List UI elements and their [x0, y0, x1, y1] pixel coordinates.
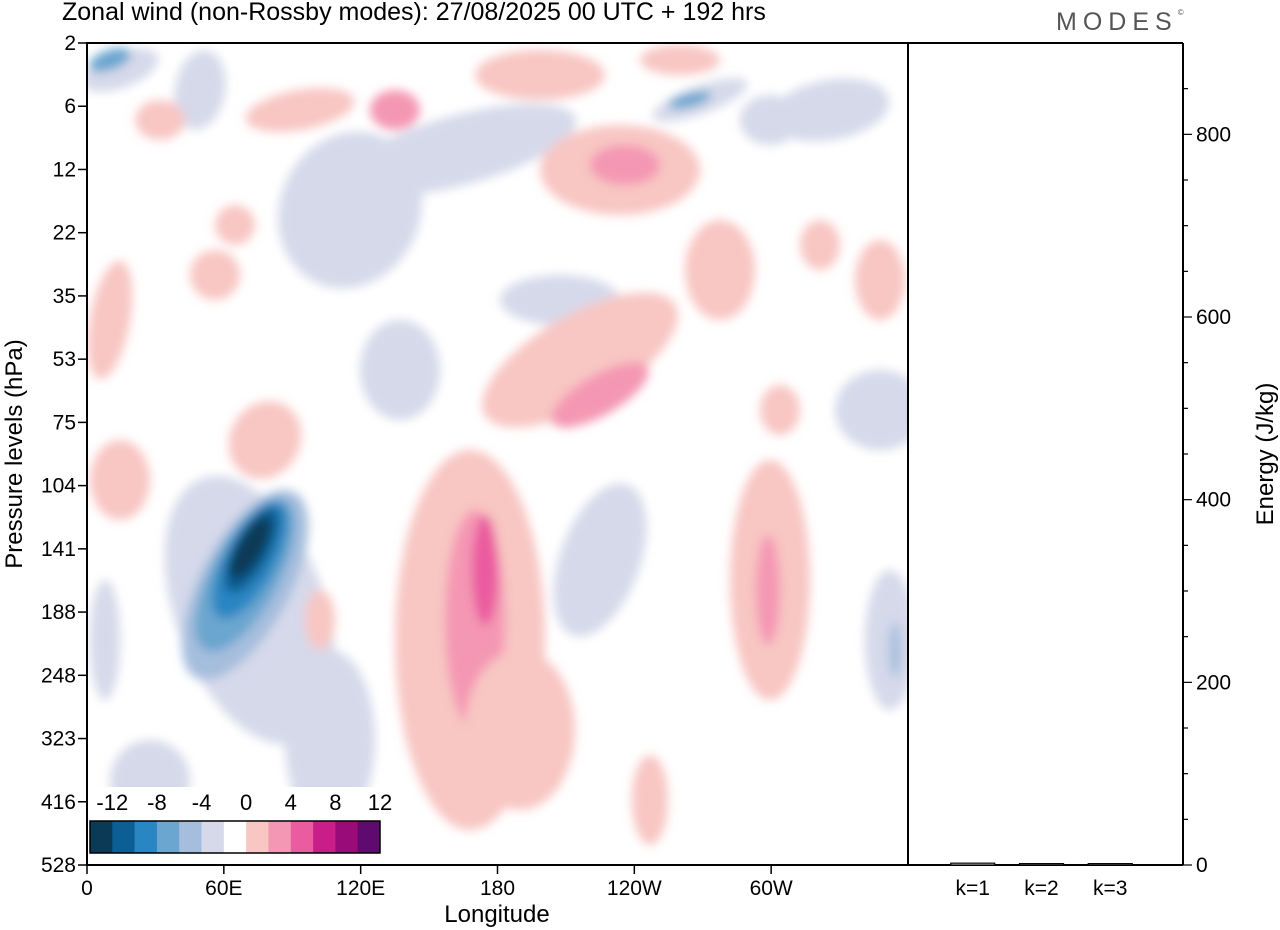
y-tick-label: 323 — [41, 728, 76, 751]
colorbar-swatch — [134, 821, 158, 853]
y-tick-label: 12 — [53, 158, 76, 181]
colorbar-swatch — [223, 821, 247, 853]
brand-mark: © — [1177, 7, 1184, 17]
zonal-wind-heatmap — [87, 45, 908, 845]
x-tick-label: 0 — [81, 877, 93, 900]
x-tick-label: 120W — [607, 877, 662, 900]
y-tick-label: 35 — [53, 285, 76, 308]
colorbar-label: 8 — [329, 790, 341, 815]
colorbar: -12 -8 -4 0 4 8 12 — [89, 787, 392, 856]
colorbar-label: 12 — [368, 790, 392, 815]
chart-title: Zonal wind (non-Rossby modes): 27/08/202… — [62, 0, 766, 26]
y-tick-label: 416 — [41, 791, 76, 814]
energy-bar-label: k=2 — [1024, 877, 1058, 900]
colorbar-label: 4 — [285, 790, 297, 815]
colorbar-label: -8 — [147, 790, 167, 815]
energy-bar-label: k=1 — [956, 877, 990, 900]
y-tick-label: 6 — [64, 95, 76, 118]
energy-axis-title: Energy (J/kg) — [1252, 383, 1279, 526]
energy-bar-k=3 — [1087, 863, 1133, 866]
y-tick-label: 248 — [41, 664, 76, 687]
x-tick-label: 180 — [480, 877, 515, 900]
energy-bar-k=2 — [1018, 863, 1065, 866]
energy-tick-label: 400 — [1196, 489, 1231, 512]
y-tick-label: 141 — [41, 538, 76, 561]
longitude-axis: 0 60E 120E 180 120W 60W — [81, 865, 793, 900]
x-tick-label: 60E — [205, 877, 242, 900]
wind-field-texture — [87, 45, 908, 845]
energy-bars: k=1 k=2 k=3 — [950, 862, 1133, 900]
colorbar-swatch — [290, 821, 314, 853]
energy-tick-label: 800 — [1196, 123, 1231, 146]
colorbar-label: 0 — [240, 790, 252, 815]
colorbar-swatch — [179, 821, 202, 853]
colorbar-frame — [89, 820, 381, 854]
y-tick-label: 188 — [41, 601, 76, 624]
y-tick-label: 2 — [64, 32, 76, 55]
x-tick-label: 60W — [750, 877, 793, 900]
colorbar-swatch — [335, 821, 358, 853]
colorbar-label: -4 — [192, 790, 212, 815]
colorbar-swatch — [268, 821, 292, 853]
colorbar-label: -12 — [96, 790, 128, 815]
energy-axis: 0 200 400 600 800 — [1183, 88, 1231, 877]
colorbar-swatch — [357, 821, 381, 853]
energy-tick-label: 200 — [1196, 671, 1231, 694]
colorbar-swatch — [313, 821, 336, 853]
brand-name: MODES — [1056, 8, 1178, 36]
colorbar-swatch — [90, 821, 113, 853]
y-tick-label: 75 — [53, 411, 76, 434]
y-tick-label: 22 — [53, 222, 76, 245]
x-axis-title: Longitude — [444, 901, 549, 928]
energy-bar-k=1 — [950, 862, 996, 866]
colorbar-swatch — [112, 821, 135, 853]
energy-tick-label: 600 — [1196, 306, 1231, 329]
y-tick-label: 528 — [41, 854, 76, 877]
x-tick-label: 120E — [336, 877, 385, 900]
y-axis-title: Pressure levels (hPa) — [1, 339, 28, 568]
colorbar-swatch — [246, 821, 269, 853]
y-tick-label: 104 — [41, 475, 76, 498]
energy-bar-label: k=3 — [1093, 877, 1127, 900]
y-tick-label: 53 — [53, 348, 76, 371]
pressure-axis: 2 6 12 22 35 53 75 104 141 188 248 323 416 528 — [41, 32, 87, 877]
colorbar-swatch — [201, 821, 225, 853]
modes-logo: MODES© — [1056, 8, 1184, 37]
colorbar-swatch — [156, 821, 180, 853]
energy-tick-label: 0 — [1196, 854, 1208, 877]
